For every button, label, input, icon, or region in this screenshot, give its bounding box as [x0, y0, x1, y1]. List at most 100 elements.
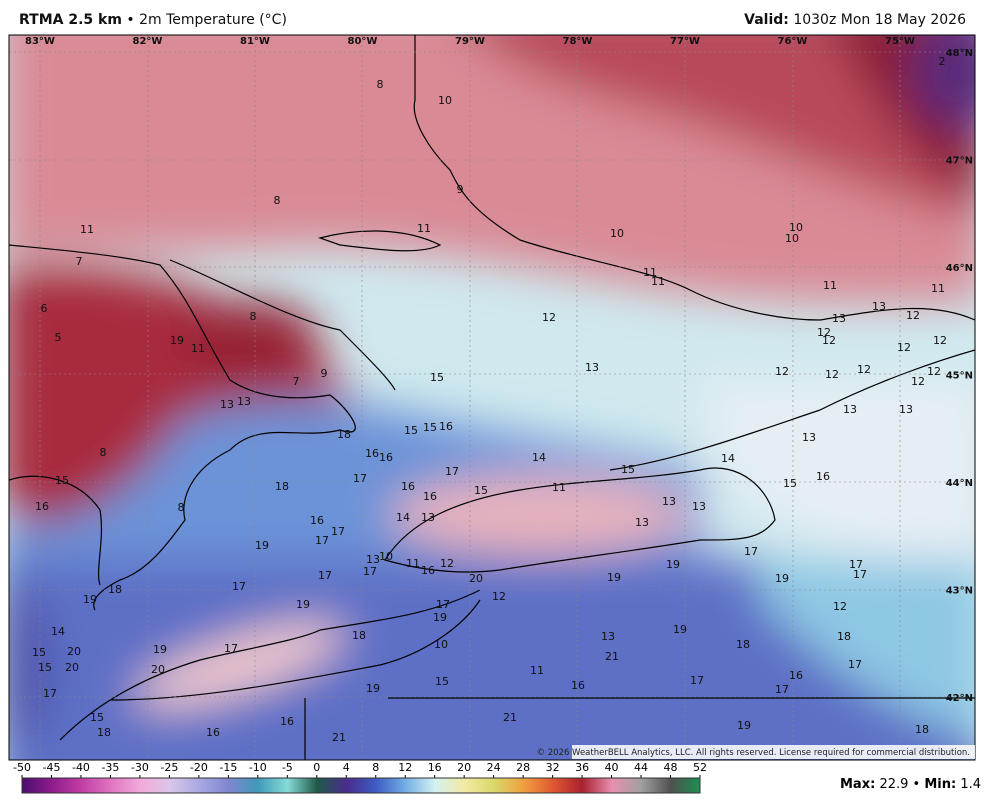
station-value: 19 — [296, 598, 310, 611]
station-value: 20 — [151, 663, 165, 676]
station-value: 18 — [97, 726, 111, 739]
station-value: 10 — [379, 550, 393, 563]
station-value: 14 — [396, 511, 410, 524]
latitude-label: 48°N — [946, 48, 973, 59]
colorbar-segment — [316, 778, 347, 793]
station-value: 17 — [331, 525, 345, 538]
station-value: 15 — [90, 711, 104, 724]
station-value: 11 — [651, 275, 665, 288]
colorbar-tick-label: -40 — [72, 761, 90, 774]
station-value: 16 — [816, 470, 830, 483]
station-value: 17 — [775, 683, 789, 696]
min-label: Min: — [924, 777, 956, 792]
station-value: 16 — [789, 669, 803, 682]
field: 2m Temperature (°C) — [139, 12, 287, 28]
station-value: 14 — [51, 625, 65, 638]
latitude-label: 47°N — [946, 156, 973, 167]
station-value: 12 — [542, 311, 556, 324]
colorbar-tick-label: -15 — [219, 761, 237, 774]
station-value: 13 — [662, 495, 676, 508]
station-value: 19 — [255, 539, 269, 552]
station-value: 12 — [906, 309, 920, 322]
station-value: 19 — [607, 571, 621, 584]
colorbar-segment — [80, 778, 111, 793]
station-value: 19 — [153, 643, 167, 656]
colorbar-tick-label: 28 — [516, 761, 530, 774]
colorbar-tick-label: 40 — [605, 761, 619, 774]
station-value: 17 — [43, 687, 57, 700]
separator: • — [126, 12, 135, 28]
station-value: 18 — [352, 629, 366, 642]
station-value: 13 — [601, 630, 615, 643]
colorbar-tick-label: 8 — [372, 761, 379, 774]
coastlines — [9, 35, 975, 760]
station-value: 11 — [191, 342, 205, 355]
station-value: 20 — [65, 661, 79, 674]
station-value: 16 — [280, 715, 294, 728]
station-value: 19 — [666, 558, 680, 571]
colorbar-tick-label: 0 — [313, 761, 320, 774]
latitude-label: 42°N — [946, 693, 973, 704]
max-label: Max: — [840, 777, 875, 792]
station-value: 15 — [38, 661, 52, 674]
coordinate-labels: 83°W 82°W 81°W 80°W 79°W 78°W 77°W 76°W 75°W 48°N… — [25, 36, 973, 704]
station-value: 13 — [832, 312, 846, 325]
station-value: 18 — [337, 428, 351, 441]
station-value: 13 — [585, 361, 599, 374]
station-value: 7 — [293, 375, 300, 388]
station-value: 12 — [933, 334, 947, 347]
colorbar-segment — [641, 778, 672, 793]
station-value: 18 — [275, 480, 289, 493]
station-value: 16 — [379, 451, 393, 464]
station-value: 21 — [332, 731, 346, 744]
colorbar-tick-label: 48 — [664, 761, 678, 774]
station-value: 21 — [503, 711, 517, 724]
colorbar-segment — [257, 778, 288, 793]
colorbar-tick-label: -45 — [42, 761, 60, 774]
station-value: 16 — [439, 420, 453, 433]
latitude-label: 45°N — [946, 371, 973, 382]
station-value: 8 — [100, 446, 107, 459]
station-value: 17 — [849, 558, 863, 571]
station-value: 6 — [41, 302, 48, 315]
station-value: 11 — [406, 557, 420, 570]
colorbar-tick-label: -35 — [101, 761, 119, 774]
station-value: 13 — [237, 395, 251, 408]
station-value: 11 — [530, 664, 544, 677]
station-value: 13 — [220, 398, 234, 411]
longitude-label: 82°W — [133, 36, 163, 47]
station-value: 13 — [692, 500, 706, 513]
colorbar-segment — [582, 778, 613, 793]
colorbar-segment — [228, 778, 259, 793]
colorbar-segment — [523, 778, 554, 793]
station-value: 18 — [108, 583, 122, 596]
colorbar-tick-label: -30 — [131, 761, 149, 774]
station-value: 10 — [434, 638, 448, 651]
station-value: 11 — [80, 223, 94, 236]
station-value: 16 — [571, 679, 585, 692]
station-value: 18 — [736, 638, 750, 651]
station-value: 8 — [377, 78, 384, 91]
station-value: 11 — [552, 481, 566, 494]
station-value: 12 — [897, 341, 911, 354]
station-value: 18 — [915, 723, 929, 736]
station-value: 19 — [775, 572, 789, 585]
colorbar-segment — [552, 778, 583, 793]
station-value: 15 — [423, 421, 437, 434]
latitude-label: 46°N — [946, 263, 973, 274]
stats-separator: • — [913, 777, 921, 792]
colorbar-tick-label: 4 — [343, 761, 350, 774]
station-value: 13 — [366, 553, 380, 566]
min-value: 1.4 — [960, 777, 981, 792]
product: RTMA 2.5 km — [19, 12, 122, 28]
station-value: 16 — [310, 514, 324, 527]
station-value: 17 — [690, 674, 704, 687]
colorbar-segment — [22, 778, 52, 793]
station-value: 19 — [170, 334, 184, 347]
station-value: 15 — [430, 371, 444, 384]
colorbar-segment — [346, 778, 377, 793]
colorbar-tick-label: -5 — [282, 761, 293, 774]
station-value: 21 — [605, 650, 619, 663]
station-value: 20 — [67, 645, 81, 658]
